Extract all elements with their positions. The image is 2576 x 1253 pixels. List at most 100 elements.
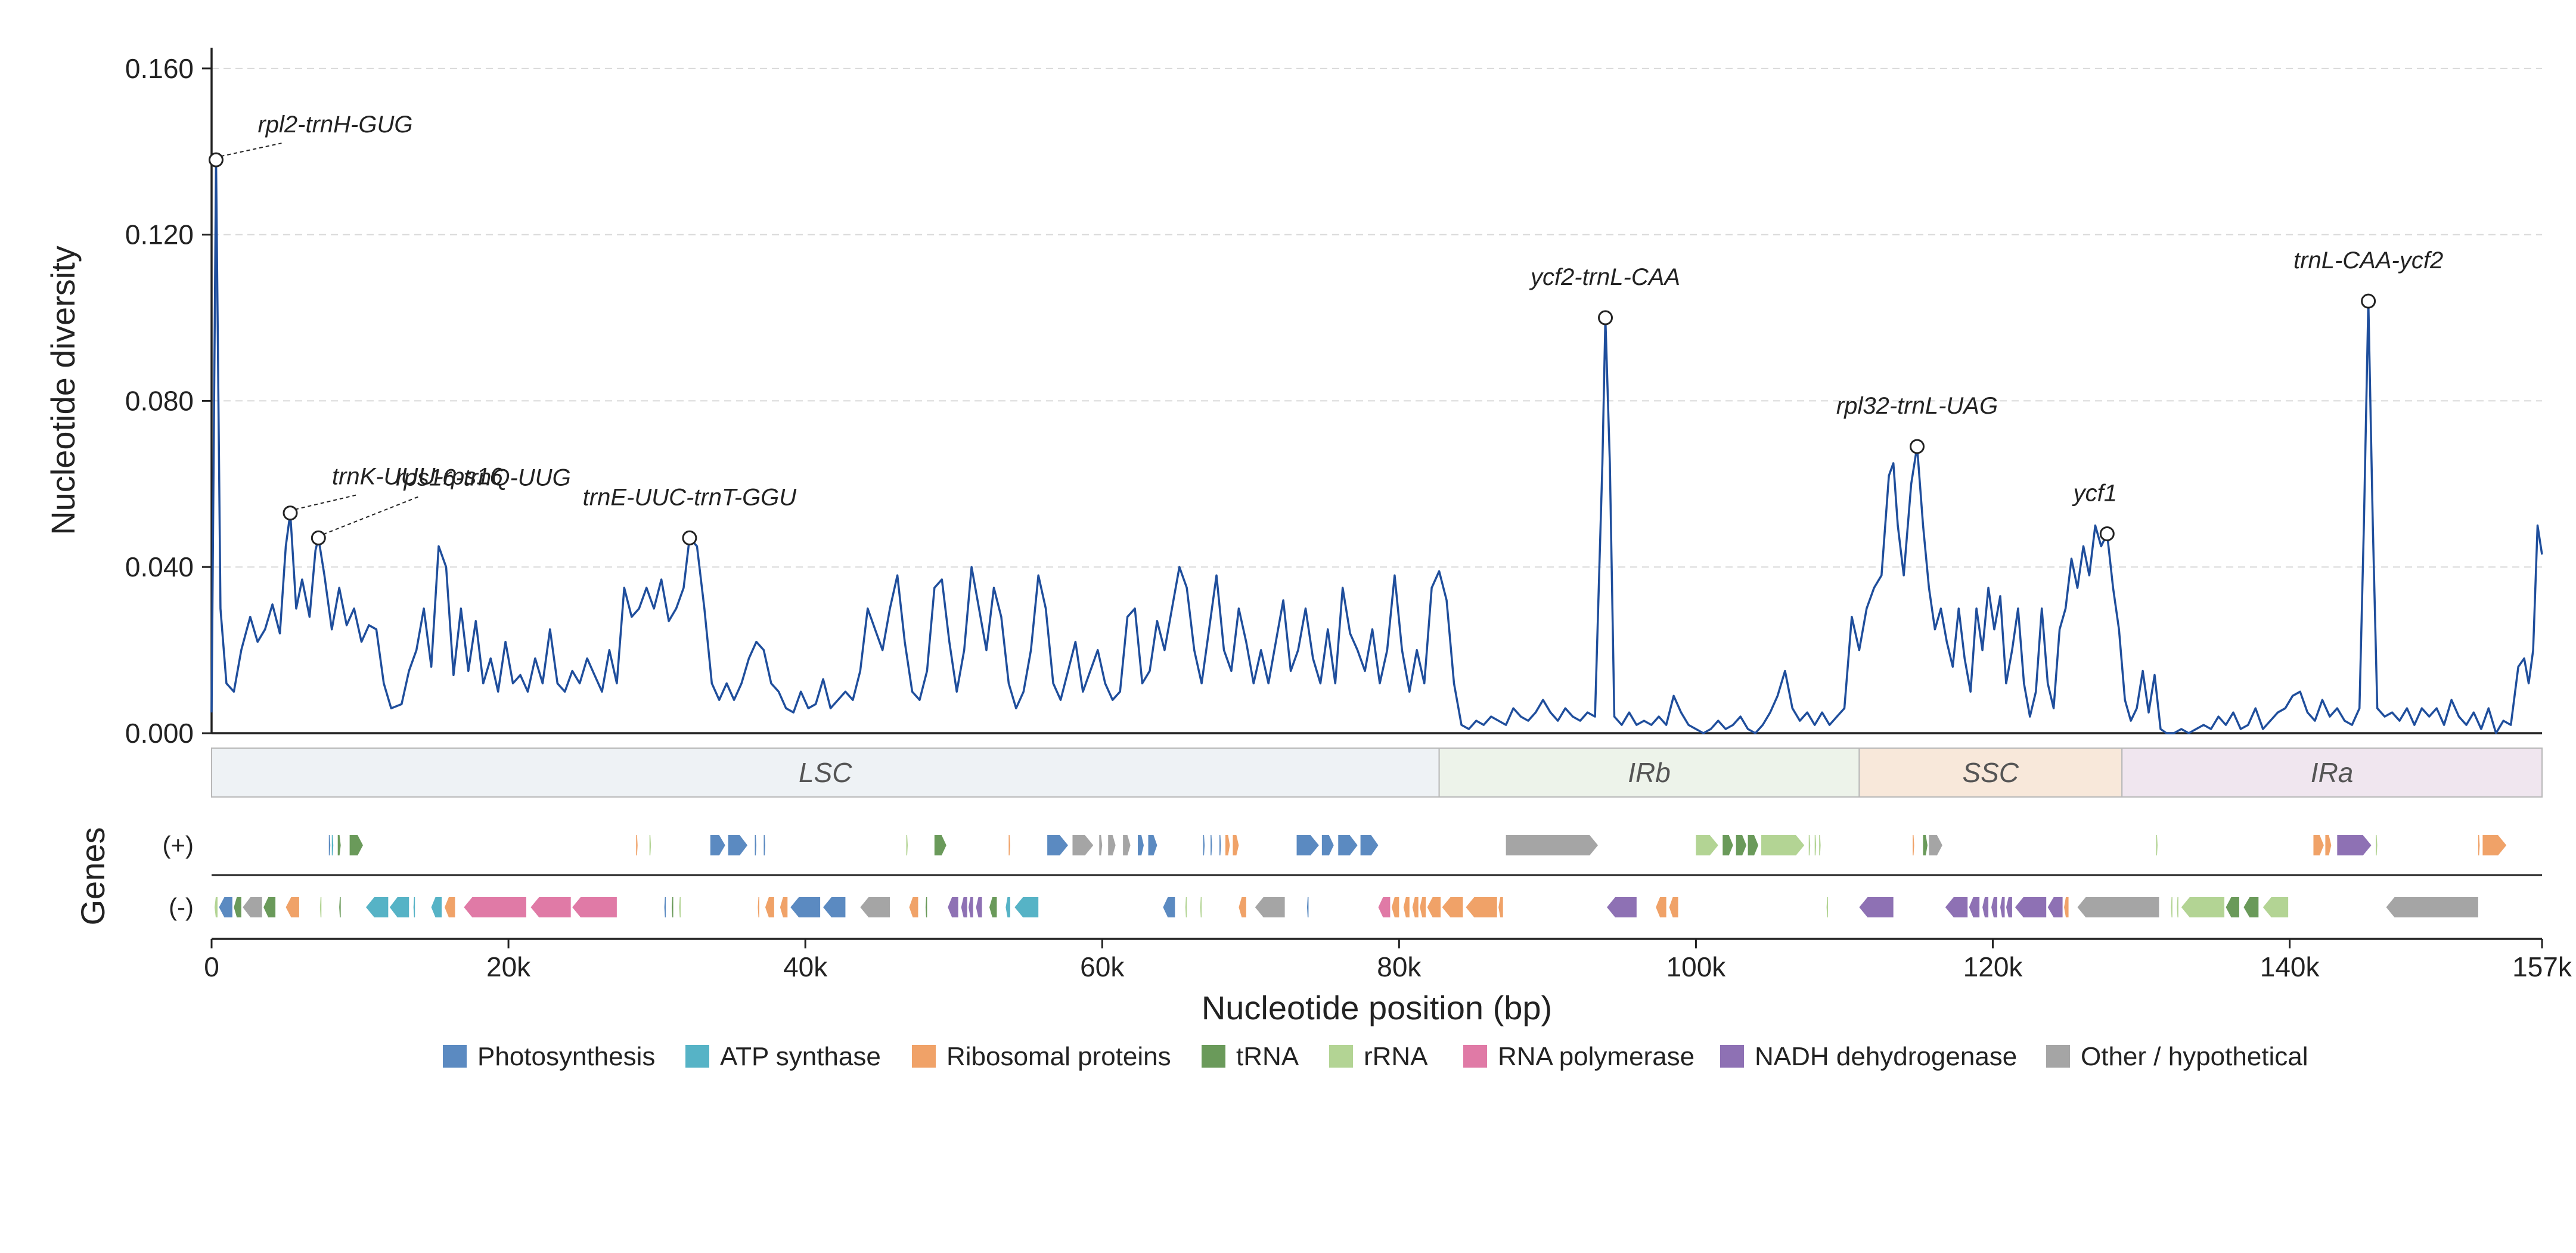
- gene-track: Genes (+) (-): [74, 827, 2542, 926]
- gene-block: [328, 835, 331, 855]
- peak-marker: [311, 530, 326, 545]
- gene-block: [1736, 835, 1747, 855]
- legend-swatch: [1463, 1045, 1487, 1068]
- gene-block: [1403, 897, 1410, 917]
- gene-block: [2376, 835, 2378, 855]
- gene-block: [285, 897, 299, 917]
- y-tick-label: 0.120: [125, 219, 194, 250]
- annotation-label: rpl32-trnL-UAG: [1836, 393, 1998, 419]
- x-tick-label: 40k: [783, 951, 828, 982]
- gene-block: [1826, 897, 1829, 917]
- gene-block: [976, 897, 982, 917]
- annotation-label: ycf1: [2072, 480, 2117, 506]
- region-irb: [1438, 748, 1860, 798]
- gene-block: [1991, 897, 1998, 917]
- gene-block: [1945, 897, 1968, 917]
- region-ira: [2121, 748, 2543, 798]
- annotation-label: trnK-UUU-rps16: [332, 464, 503, 490]
- y-tick-label: 0.080: [125, 385, 194, 416]
- annotation-leader: [322, 495, 420, 535]
- gene-block: [1163, 897, 1175, 917]
- y-tick-label: 0.000: [125, 718, 194, 749]
- gene-block: [1108, 835, 1116, 855]
- region-label: IRb: [1628, 757, 1671, 788]
- gene-block: [1321, 835, 1334, 855]
- gene-block: [243, 897, 262, 917]
- gene-block: [331, 835, 334, 855]
- gene-block: [2482, 835, 2507, 855]
- gene-block: [1148, 835, 1157, 855]
- gene-block: [1360, 835, 1379, 855]
- gene-block: [2262, 897, 2289, 917]
- x-axis: 0 20k 40k 60k 80k 100k 120k 140k 157k Nucleotide …: [204, 938, 2572, 1026]
- legend-label: RNA polymerase: [1498, 1042, 1694, 1071]
- annotation-label: trnL-CAA-ycf2: [2293, 247, 2443, 274]
- gene-block: [1859, 897, 1894, 917]
- genome-regions: LSC IRb SSC IRa: [211, 748, 2543, 798]
- diversity-plot: [210, 159, 2543, 734]
- gene-block: [1296, 835, 1319, 855]
- gene-track-label: Genes: [74, 827, 111, 926]
- peak-marker: [208, 152, 224, 168]
- gene-block: [2171, 897, 2172, 917]
- annotation-label: rpl2-trnH-GUG: [257, 111, 412, 138]
- gene-block: [445, 897, 455, 917]
- gene-block: [1969, 897, 1980, 917]
- region-label: LSC: [799, 757, 852, 788]
- gene-block: [214, 897, 218, 917]
- peak-marker: [1598, 310, 1613, 325]
- gene-block: [1506, 835, 1599, 855]
- gene-block: [909, 897, 918, 917]
- annotation-label: ycf2-trnL-CAA: [1529, 264, 1680, 290]
- region-lsc: [211, 748, 1440, 798]
- x-tick-label: 100k: [1666, 951, 1727, 982]
- strand-plus-label: (+): [163, 831, 194, 859]
- legend-label: ATP synthase: [720, 1042, 881, 1071]
- gene-block: [2337, 835, 2372, 855]
- peak-marker: [2099, 526, 2115, 541]
- gene-block: [1982, 897, 1989, 917]
- gene-block: [1669, 897, 1678, 917]
- gene-block: [679, 897, 681, 917]
- gene-block: [1761, 835, 1805, 855]
- legend-label: NADH dehydrogenase: [1755, 1042, 2017, 1071]
- gene-block: [1378, 897, 1391, 917]
- gene-block: [1748, 835, 1759, 855]
- gene-block: [2006, 897, 2012, 917]
- x-tick-label: 80k: [1377, 951, 1422, 982]
- gene-block: [823, 897, 846, 917]
- gene-block: [780, 897, 788, 917]
- x-tick-label: 120k: [1963, 951, 2023, 982]
- gene-block: [1338, 835, 1358, 855]
- gene-block: [1200, 897, 1202, 917]
- gene-block: [755, 835, 756, 855]
- gene-block: [728, 835, 748, 855]
- gene-block: [1607, 897, 1637, 917]
- x-axis-label: Nucleotide position (bp): [1202, 989, 1552, 1026]
- gene-block: [1391, 897, 1399, 917]
- gene-block: [2325, 835, 2332, 855]
- gene-block: [349, 835, 364, 855]
- gene-block: [2177, 897, 2178, 917]
- gene-block: [1656, 897, 1666, 917]
- legend-swatch: [1720, 1045, 1744, 1068]
- gene-block: [989, 897, 997, 917]
- gene-block: [906, 835, 908, 855]
- gene-block: [1219, 835, 1221, 855]
- gene-block: [2313, 835, 2324, 855]
- gene-block: [969, 897, 973, 917]
- gene-block: [1913, 835, 1914, 855]
- gene-block: [1225, 835, 1230, 855]
- legend-label: Other / hypothetical: [2081, 1042, 2308, 1071]
- legend-label: tRNA: [1236, 1042, 1299, 1071]
- gene-block: [1203, 835, 1205, 855]
- annotation-label: rps16-trnQ-UUG: [396, 464, 570, 491]
- gene-block: [925, 897, 927, 917]
- gene-block: [366, 897, 389, 917]
- gene-block: [2226, 897, 2239, 917]
- x-tick-label: 0: [204, 951, 219, 982]
- gene-block: [263, 897, 276, 917]
- region-ssc: [1858, 748, 2123, 798]
- gridlines: [212, 67, 2542, 568]
